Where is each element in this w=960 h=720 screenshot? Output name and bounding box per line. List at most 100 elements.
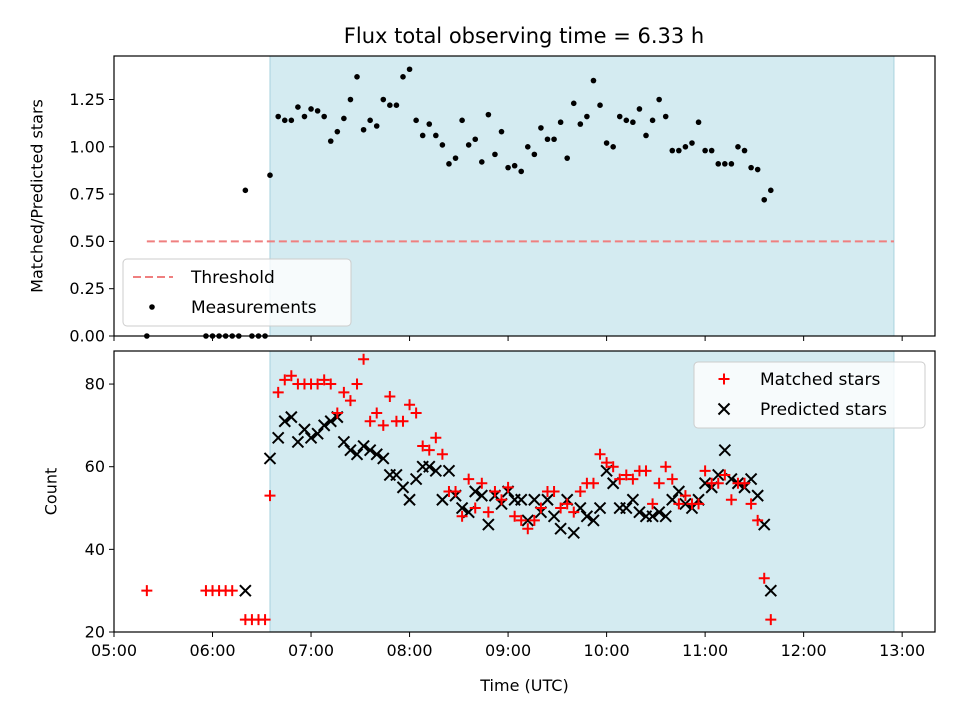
measurement-point <box>472 136 479 143</box>
matched-star-point <box>279 374 291 386</box>
matched-star-point <box>640 465 652 477</box>
matched-star-point <box>410 407 422 419</box>
matched-star-point <box>404 399 416 411</box>
measurement-point <box>465 142 472 148</box>
predicted-star-point <box>528 493 541 506</box>
x-tick-label: 13:00 <box>879 641 925 660</box>
measurement-points <box>144 66 774 339</box>
matched-star-point <box>312 378 324 390</box>
legend-predicted-marker <box>717 402 731 416</box>
matched-star-point <box>489 486 501 497</box>
predicted-star-point <box>455 501 469 515</box>
legend-matched-swatch <box>718 373 730 385</box>
matched-star-point <box>364 415 376 427</box>
measurement-point <box>735 144 741 150</box>
measurement-point <box>275 113 282 120</box>
measurement-point <box>373 123 380 129</box>
matched-star-point <box>509 510 521 522</box>
matched-star-point <box>436 448 448 460</box>
measurement-point <box>347 96 354 103</box>
predicted-star-point <box>482 518 495 531</box>
x-tick-label: 12:00 <box>781 641 827 660</box>
matched-star-point <box>264 490 276 502</box>
predicted-star-point <box>646 510 659 523</box>
predicted-star-point <box>337 435 351 449</box>
matched-star-point <box>285 370 297 382</box>
predicted-star-point <box>475 489 489 502</box>
matched-star-point <box>568 506 580 518</box>
y-tick-label: 60 <box>85 457 105 476</box>
matched-star-point <box>693 498 705 510</box>
count-y-axis-label: Count <box>42 468 61 516</box>
measurement-point <box>281 117 288 124</box>
measurement-point <box>630 119 636 126</box>
predicted-star-point <box>698 477 712 490</box>
matched-star-point <box>502 481 514 493</box>
measurement-point <box>301 113 308 120</box>
matched-star-point <box>463 473 475 485</box>
measurement-point <box>689 140 695 146</box>
matched-star-point <box>476 477 488 489</box>
matched-star-point <box>377 419 389 431</box>
matched-star-point <box>417 440 429 452</box>
predicted-star-point <box>377 452 390 465</box>
measurement-point <box>702 147 708 154</box>
measurement-point <box>380 96 387 103</box>
matched-star-point <box>745 498 757 510</box>
predicted-star-point <box>541 493 554 506</box>
measurement-point <box>492 151 498 158</box>
measurement-point <box>538 125 544 131</box>
measurement-point <box>682 144 689 150</box>
predicted-star-point <box>263 452 277 465</box>
matched-star-point <box>712 477 724 489</box>
matched-star-point <box>423 444 435 456</box>
predicted-star-point <box>626 493 640 506</box>
measurement-point <box>676 147 682 154</box>
measurement-point <box>426 121 433 127</box>
measurement-point <box>557 119 564 126</box>
matched-star-point <box>679 490 691 502</box>
measurement-point <box>564 155 570 161</box>
predicted-star-point <box>521 514 534 527</box>
matched-star-point <box>338 386 350 398</box>
measurement-point <box>741 147 748 154</box>
measurement-point <box>505 164 511 171</box>
matched-star-point <box>725 494 737 506</box>
chart-title: Flux total observing time = 6.33 h <box>344 24 704 48</box>
measurement-point <box>722 161 728 167</box>
measurement-point <box>413 117 419 124</box>
ratio-panel: 0.00 0.25 0.50 0.75 1.00 1.25 Matched/Predict… <box>28 55 936 346</box>
predicted-star-point <box>396 481 410 494</box>
x-tick-label: 10:00 <box>584 641 630 660</box>
matched-star-point <box>358 353 370 365</box>
predicted-star-point <box>363 443 377 457</box>
measurement-point <box>393 102 400 108</box>
matched-star-point <box>226 585 238 597</box>
measurement-point <box>649 117 656 124</box>
matched-star-point <box>555 502 567 514</box>
matched-star-point <box>318 374 330 386</box>
count-legend-box <box>693 361 926 429</box>
measurement-point <box>242 187 249 194</box>
count-panel: 20 40 60 80 05:00 06:00 07:00 08:00 09:00 10:00 1… <box>42 350 936 695</box>
measurement-point <box>341 115 347 122</box>
matched-star-point <box>561 498 573 510</box>
measurement-point <box>327 138 334 144</box>
measurement-point <box>715 161 722 167</box>
matched-star-point <box>325 378 337 390</box>
measurement-point <box>406 66 413 73</box>
predicted-star-point <box>390 468 403 482</box>
matched-star-point <box>331 407 343 419</box>
matched-star-point <box>371 407 383 419</box>
x-tick-label: 11:00 <box>682 641 728 660</box>
legend-matched-marker <box>718 373 730 385</box>
measurement-point <box>334 128 341 135</box>
predicted-star-point <box>436 493 449 506</box>
measurement-point <box>603 140 610 146</box>
predicted-star-point <box>554 522 567 535</box>
matched-star-point <box>666 473 678 485</box>
predicted-star-point <box>357 439 370 453</box>
measurement-point <box>498 128 505 135</box>
ratio-x-ticks <box>113 336 903 341</box>
